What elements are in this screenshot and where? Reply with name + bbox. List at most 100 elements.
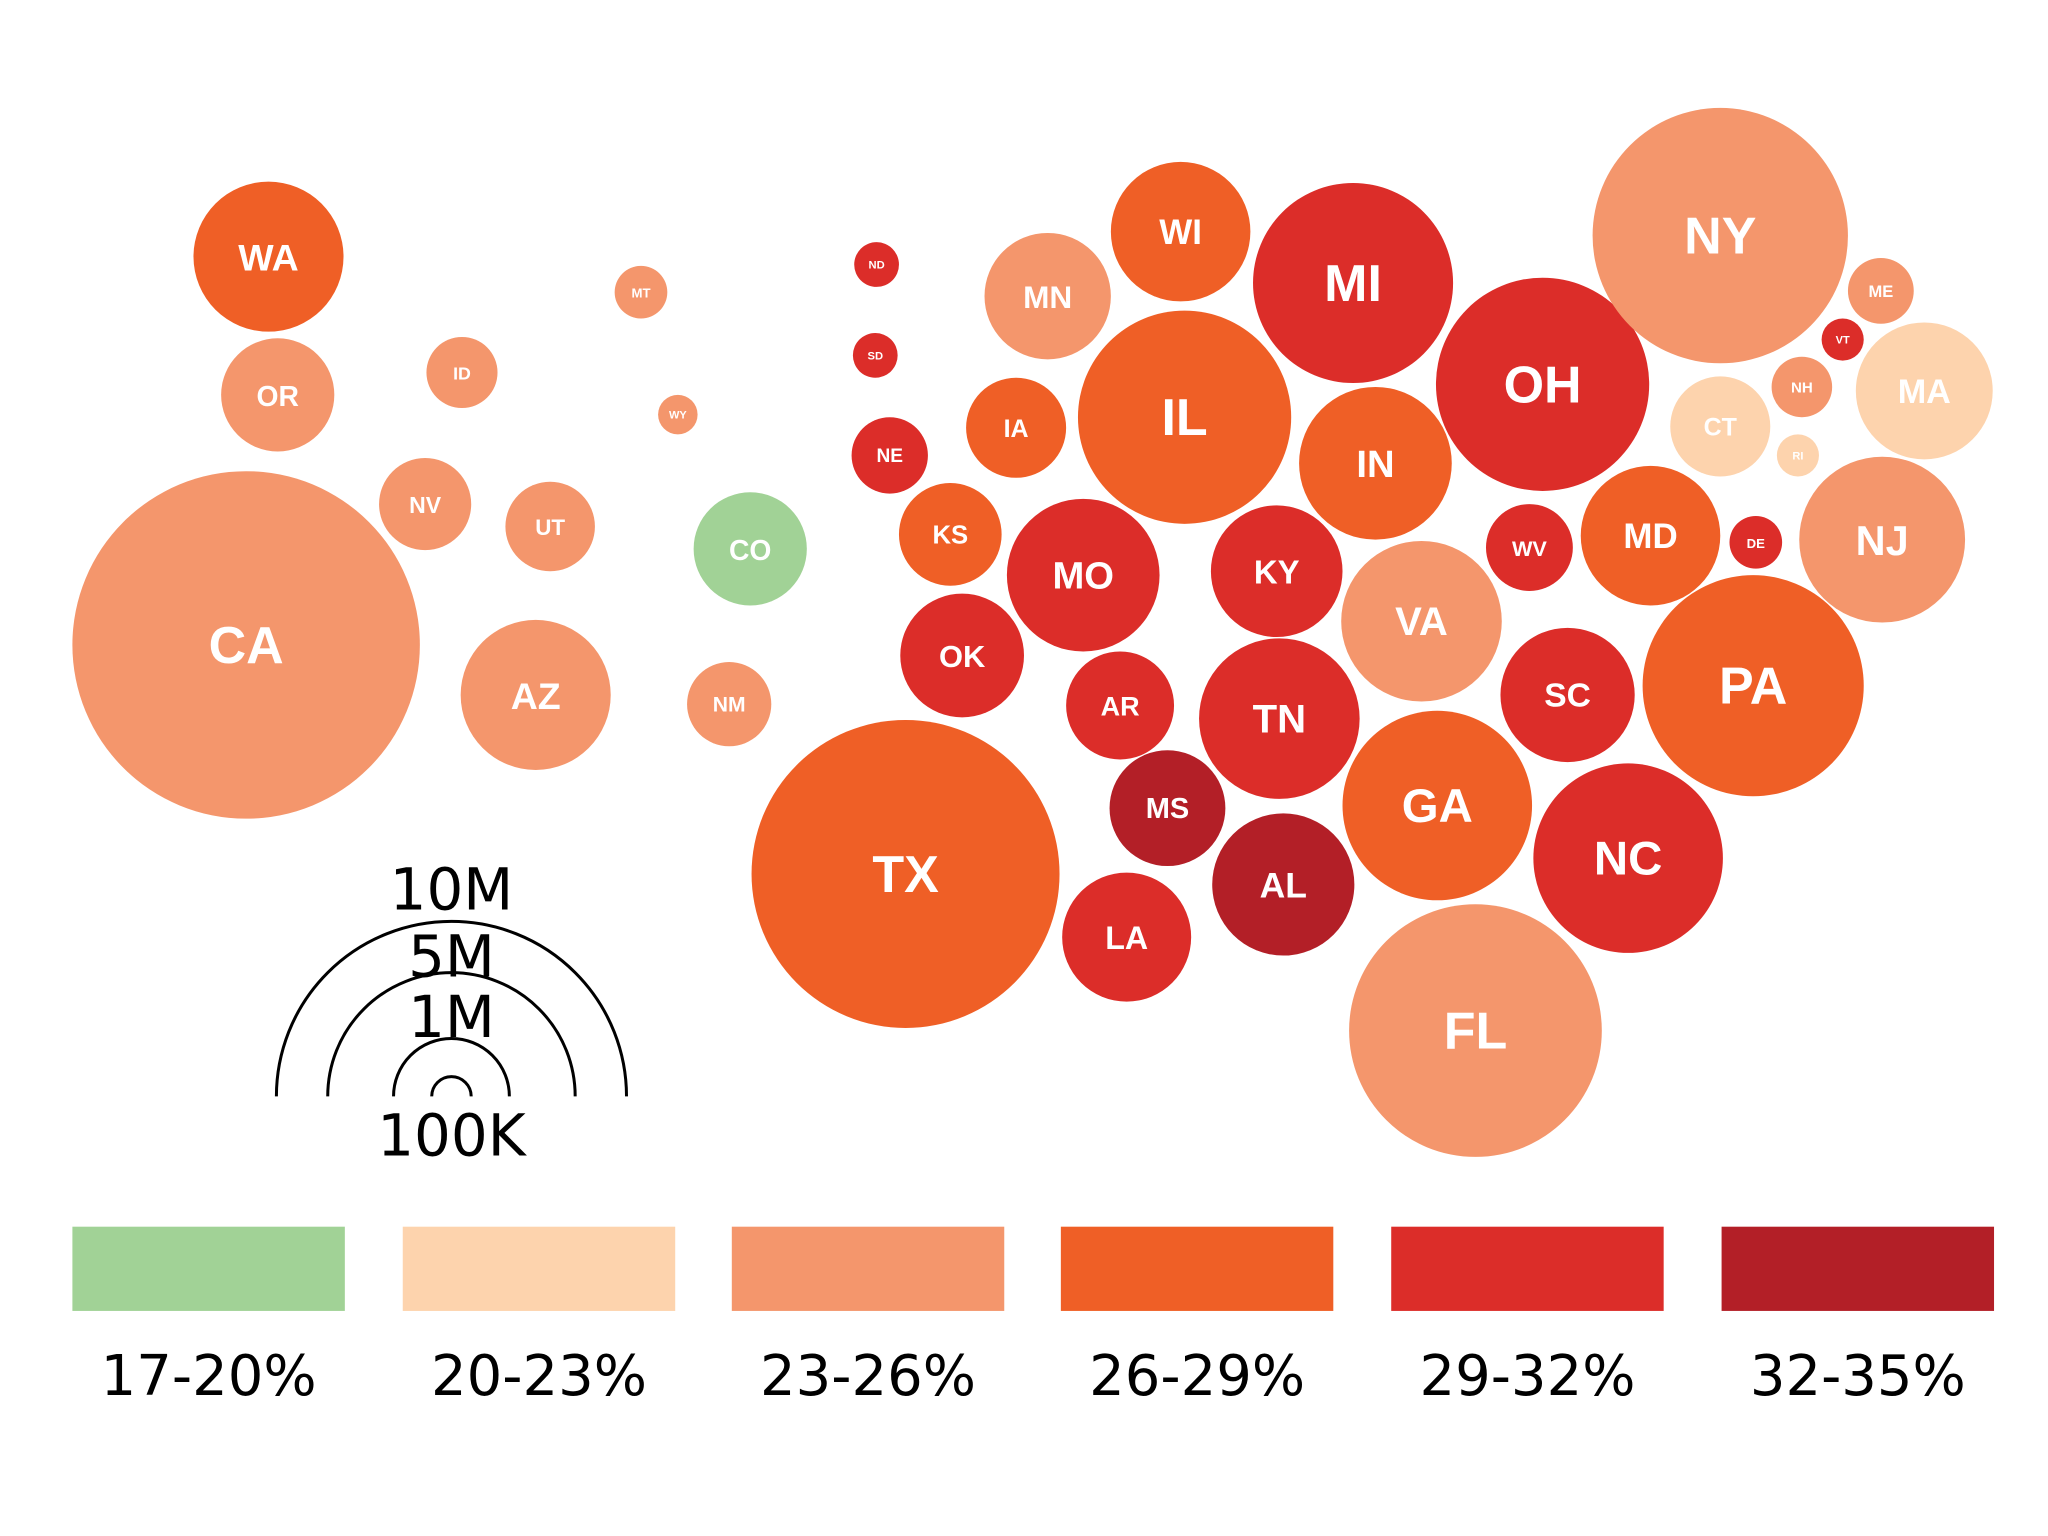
state-ut: UT bbox=[505, 481, 595, 572]
state-tn: TN bbox=[1199, 638, 1360, 799]
legend-swatch-26-29pct bbox=[1060, 1226, 1334, 1311]
state-bubble-il bbox=[1077, 310, 1292, 524]
state-label-ok: OK bbox=[939, 639, 986, 674]
state-az: AZ bbox=[460, 619, 611, 770]
legend-swatch-20-23pct bbox=[402, 1226, 676, 1311]
state-id: ID bbox=[426, 336, 498, 409]
state-label-me: ME bbox=[1868, 283, 1893, 301]
state-label-az: AZ bbox=[511, 675, 561, 717]
state-mo: MO bbox=[1006, 498, 1160, 652]
state-bubble-ok bbox=[900, 593, 1024, 718]
state-bubble-sd bbox=[852, 332, 898, 378]
state-bubble-ks bbox=[898, 483, 1002, 586]
state-label-la: LA bbox=[1105, 920, 1148, 956]
state-ct: CT bbox=[1670, 376, 1771, 477]
state-bubble-sc bbox=[1500, 627, 1635, 763]
state-bubble-vt bbox=[1821, 318, 1864, 361]
size-legend-arc-100k bbox=[430, 1075, 473, 1097]
state-label-id: ID bbox=[453, 363, 471, 383]
state-label-ga: GA bbox=[1402, 780, 1473, 833]
state-bubble-mn bbox=[984, 232, 1111, 360]
state-label-mt: MT bbox=[631, 286, 650, 301]
state-bubble-ca bbox=[72, 471, 420, 819]
state-nv: NV bbox=[379, 458, 472, 551]
legend-swatch-23-26pct bbox=[731, 1226, 1005, 1311]
legend-label-23-26pct: 23-26% bbox=[760, 1344, 976, 1409]
state-nh: NH bbox=[1771, 356, 1833, 418]
state-bubble-ma bbox=[1855, 322, 1993, 460]
state-label-md: MD bbox=[1623, 517, 1677, 556]
state-label-ne: NE bbox=[876, 446, 903, 467]
state-label-ma: MA bbox=[1898, 373, 1951, 411]
state-bubble-nj bbox=[1799, 456, 1966, 623]
state-bubble-wv bbox=[1485, 504, 1573, 591]
state-label-ks: KS bbox=[932, 521, 968, 549]
state-mi: MI bbox=[1253, 182, 1454, 384]
state-label-tx: TX bbox=[872, 846, 939, 904]
state-ks: KS bbox=[898, 483, 1002, 586]
state-ne: NE bbox=[851, 417, 928, 494]
state-bubble-mo bbox=[1006, 498, 1160, 652]
state-sc: SC bbox=[1500, 627, 1635, 763]
size-legend-label-10m: 10M bbox=[390, 855, 514, 923]
state-bubble-az bbox=[460, 619, 611, 770]
state-co: CO bbox=[693, 492, 807, 606]
state-label-al: AL bbox=[1260, 865, 1307, 905]
size-legend-arc-10m bbox=[274, 919, 629, 1097]
legend-label-17-20pct: 17-20% bbox=[101, 1344, 317, 1409]
legend-label-32-35pct: 32-35% bbox=[1750, 1344, 1966, 1409]
state-bubble-nc bbox=[1533, 763, 1723, 953]
state-bubble-mt bbox=[614, 265, 668, 319]
state-label-ny: NY bbox=[1684, 208, 1756, 266]
state-label-wy: WY bbox=[669, 410, 687, 422]
state-bubble-ct bbox=[1670, 376, 1771, 477]
state-ca: CA bbox=[72, 471, 420, 819]
legend-swatch-32-35pct bbox=[1721, 1226, 1995, 1311]
state-label-wi: WI bbox=[1159, 213, 1202, 252]
state-label-vt: VT bbox=[1836, 335, 1850, 347]
state-label-nj: NJ bbox=[1856, 517, 1909, 564]
state-label-nh: NH bbox=[1791, 379, 1813, 396]
state-bubble-ky bbox=[1210, 505, 1343, 638]
state-bubble-al bbox=[1212, 813, 1355, 956]
state-nm: NM bbox=[687, 662, 772, 747]
state-bubble-oh bbox=[1435, 277, 1650, 491]
legend-label-29-32pct: 29-32% bbox=[1419, 1344, 1635, 1409]
state-label-or: OR bbox=[256, 380, 298, 412]
state-ri: RI bbox=[1776, 434, 1819, 477]
state-ia: IA bbox=[966, 377, 1067, 478]
state-label-nc: NC bbox=[1594, 833, 1662, 886]
state-bubble-wi bbox=[1110, 161, 1251, 302]
state-nd: ND bbox=[854, 242, 899, 287]
state-label-ct: CT bbox=[1704, 413, 1737, 441]
state-label-ms: MS bbox=[1146, 793, 1190, 825]
size-legend-label-1m: 1M bbox=[408, 983, 495, 1051]
state-label-ri: RI bbox=[1792, 450, 1803, 462]
state-md: MD bbox=[1580, 465, 1721, 606]
state-ma: MA bbox=[1855, 322, 1993, 460]
state-ga: GA bbox=[1342, 710, 1533, 901]
state-nc: NC bbox=[1533, 763, 1723, 953]
state-ky: KY bbox=[1210, 505, 1343, 638]
legend-label-26-29pct: 26-29% bbox=[1089, 1344, 1305, 1409]
state-mt: MT bbox=[614, 265, 668, 319]
state-label-ut: UT bbox=[535, 515, 565, 540]
state-nj: NJ bbox=[1799, 456, 1966, 623]
state-bubble-pa bbox=[1642, 575, 1864, 797]
state-bubble-mi bbox=[1253, 182, 1454, 384]
state-label-mo: MO bbox=[1052, 555, 1114, 598]
state-tx: TX bbox=[751, 719, 1060, 1028]
state-label-nv: NV bbox=[409, 492, 442, 518]
state-bubble-ne bbox=[851, 417, 928, 494]
state-sd: SD bbox=[852, 332, 898, 378]
state-ny: NY bbox=[1592, 107, 1848, 364]
state-bubble-nd bbox=[854, 242, 899, 287]
state-bubble-co bbox=[693, 492, 807, 606]
state-label-mi: MI bbox=[1324, 255, 1382, 313]
state-me: ME bbox=[1847, 257, 1914, 324]
size-legend-arc-1m bbox=[392, 1037, 511, 1097]
state-ms: MS bbox=[1109, 750, 1226, 867]
state-label-il: IL bbox=[1161, 389, 1207, 447]
